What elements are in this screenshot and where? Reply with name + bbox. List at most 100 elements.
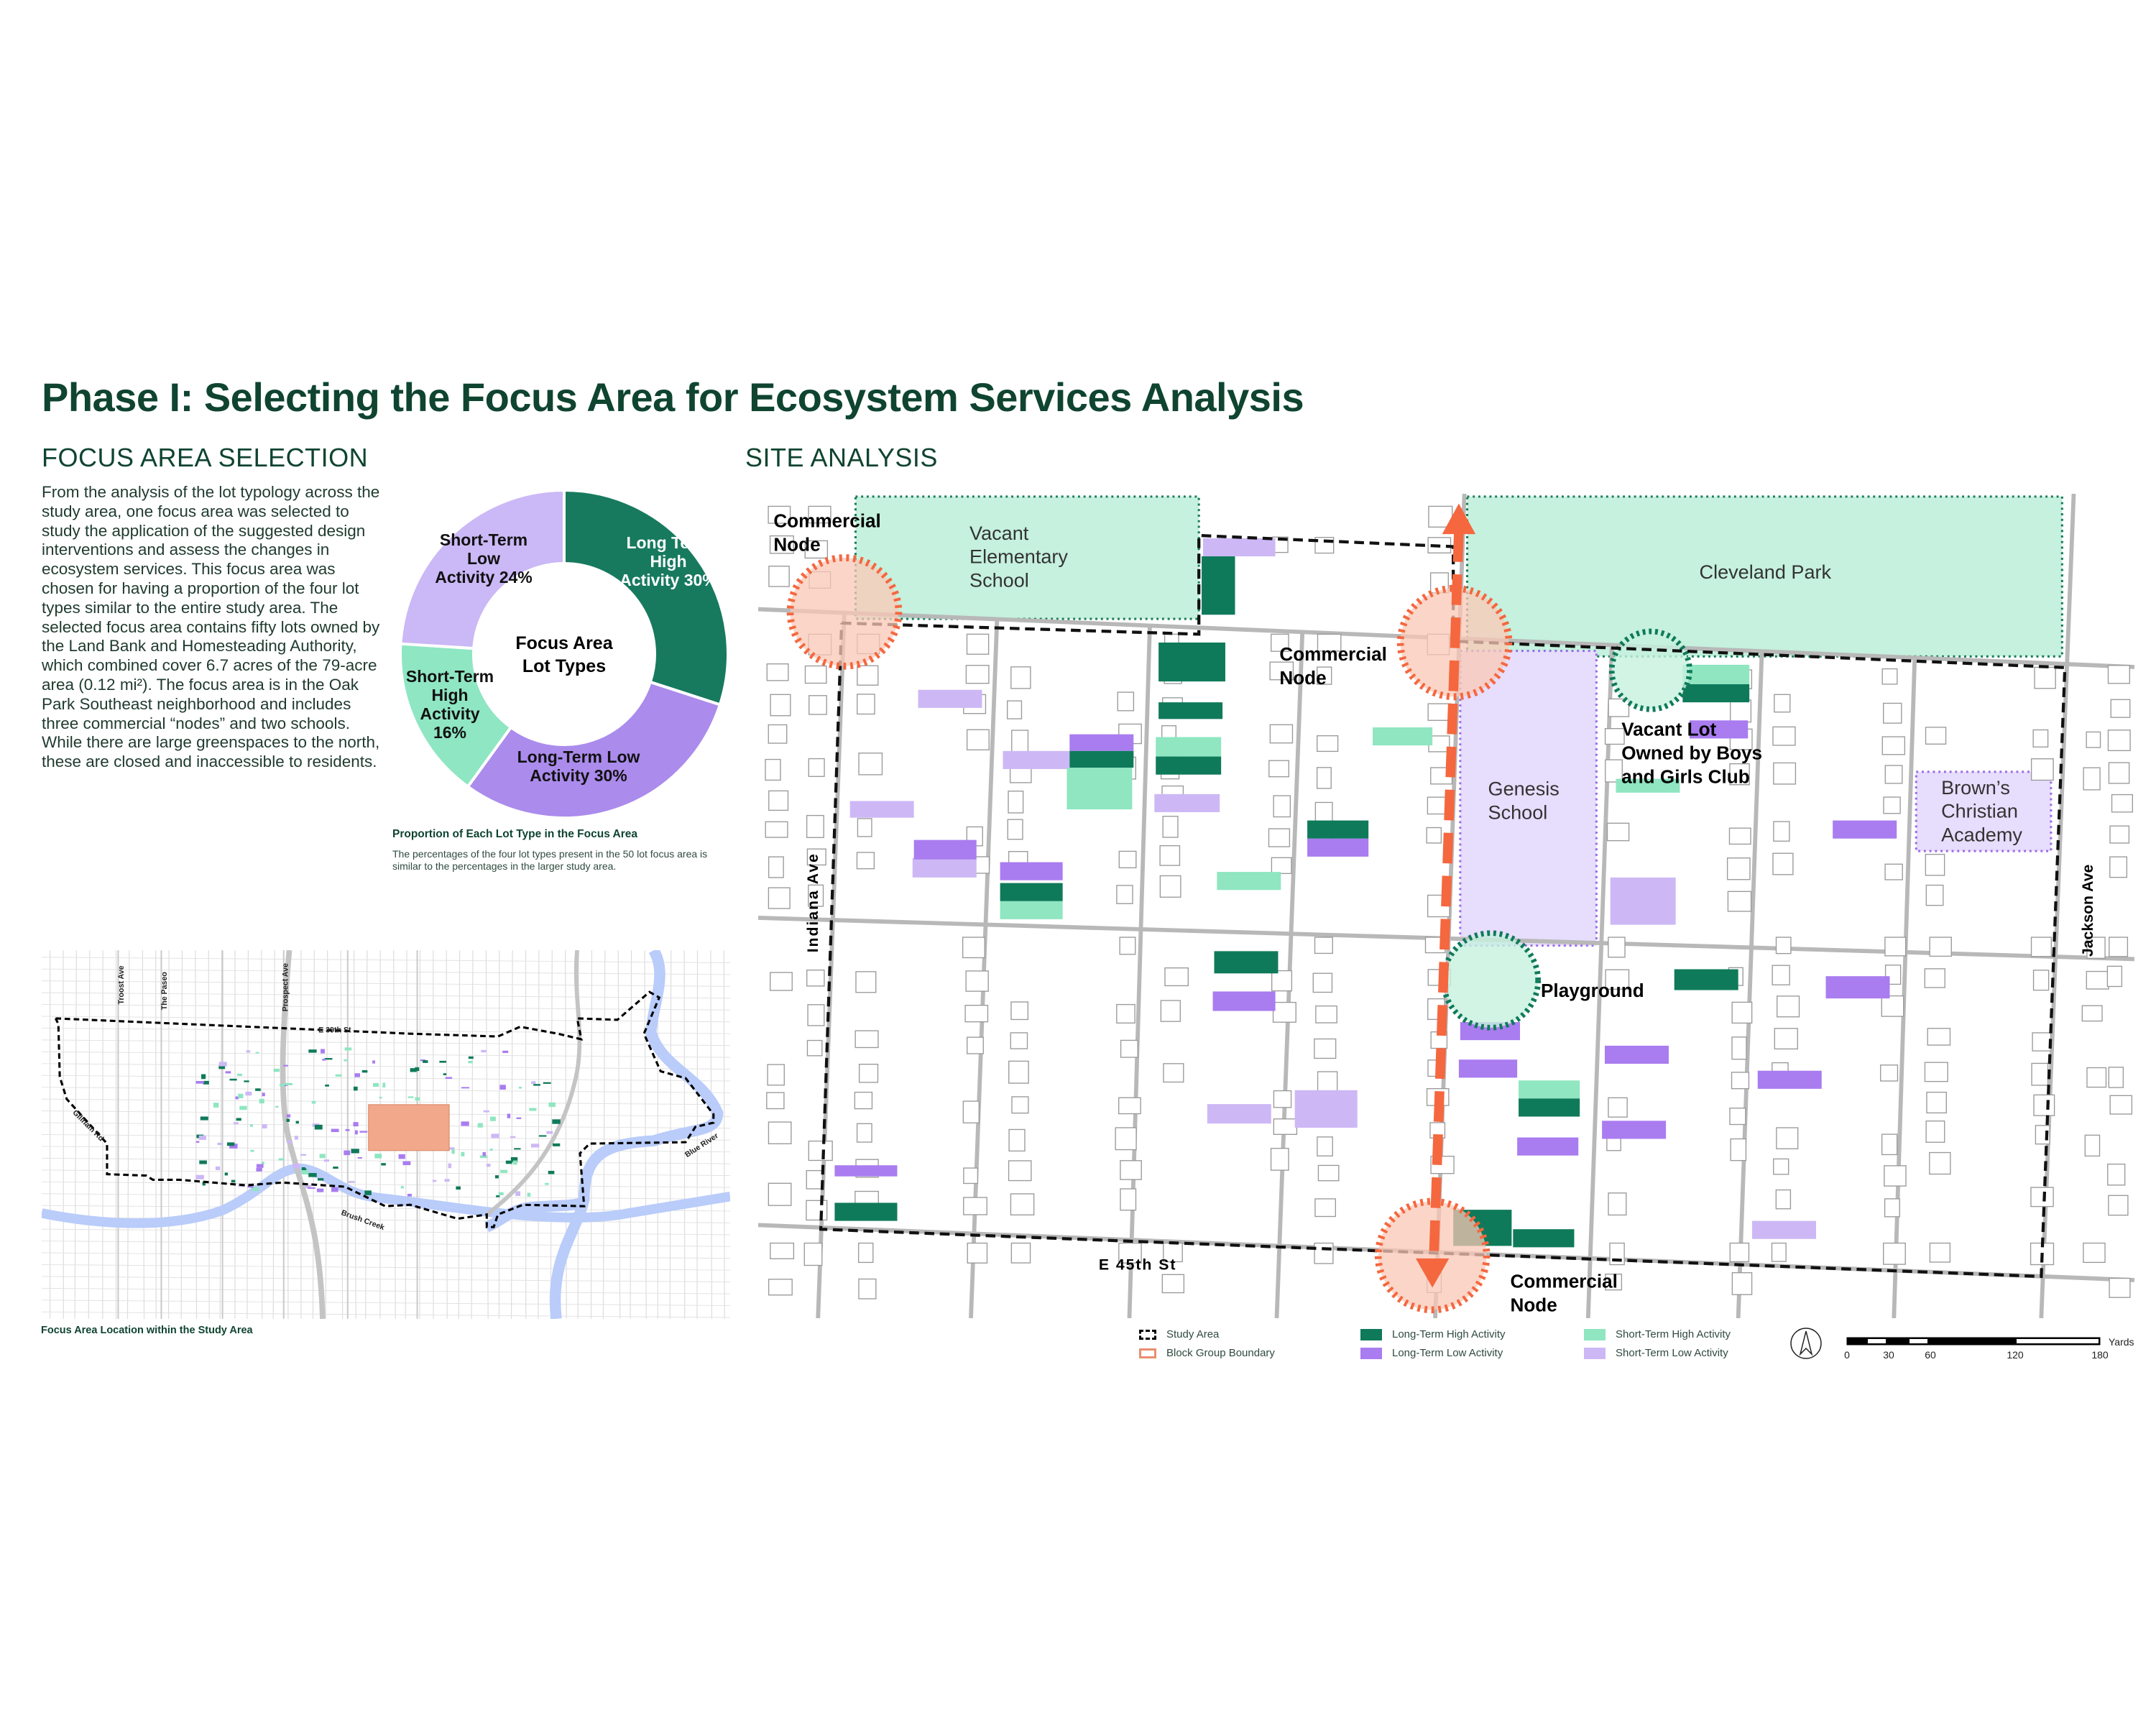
- building-outline: [1118, 850, 1137, 869]
- building-outline: [1008, 1060, 1029, 1084]
- study-area-boundary: [819, 533, 2067, 1279]
- lot: [344, 1047, 352, 1051]
- commercial-node-nw: [786, 554, 903, 670]
- lot: [235, 1096, 239, 1100]
- street: [42, 1016, 730, 1023]
- lot: [361, 1070, 368, 1073]
- lot: [415, 1067, 420, 1072]
- building-outline: [1268, 760, 1289, 778]
- long-term-high-lot: [1214, 951, 1279, 974]
- building-outline: [2084, 1134, 2101, 1157]
- legend-long-term-low: Long-Term Low Activity: [1360, 1347, 1503, 1359]
- legend-label: Long-Term Low Activity: [1392, 1347, 1503, 1359]
- building-outline: [1927, 1028, 1951, 1046]
- lot: [357, 1156, 362, 1159]
- lot: [516, 1117, 522, 1119]
- building-outline: [1774, 1028, 1798, 1050]
- lot: [213, 1103, 219, 1108]
- lot: [446, 1147, 455, 1150]
- donut-slice-long-term-high: [563, 488, 729, 707]
- building-outline: [1317, 1164, 1340, 1182]
- lot: [317, 1178, 324, 1181]
- lot: [548, 1170, 555, 1174]
- scale-tick: 180: [2091, 1349, 2109, 1361]
- lot: [372, 1082, 379, 1087]
- lot: [245, 1091, 252, 1096]
- building-outline: [1317, 633, 1342, 652]
- lot: [283, 1064, 288, 1067]
- building-outline: [2033, 1094, 2055, 1116]
- street: [42, 968, 730, 975]
- legend-short-term-low: Short-Term Low Activity: [1584, 1347, 1728, 1359]
- building-outline: [768, 505, 791, 524]
- street: [42, 1252, 730, 1259]
- lot: [410, 1068, 417, 1072]
- building-outline: [768, 887, 791, 909]
- building-outline: [806, 1169, 823, 1190]
- building-outline: [2081, 1005, 2103, 1022]
- short-term-low-swatch: [1584, 1347, 1606, 1359]
- street: [550, 950, 553, 1319]
- label-jackson-ave: Jackson Ave: [2079, 864, 2096, 957]
- label-commercial-node-n: Commercial Node: [1279, 643, 1386, 689]
- building-outline: [2109, 1277, 2131, 1298]
- building-outline: [808, 505, 831, 524]
- building-outline: [1730, 1138, 1747, 1162]
- slice-label-line: Short-Term: [405, 667, 494, 686]
- lot: [262, 1092, 265, 1097]
- building-outline: [1270, 1148, 1289, 1171]
- slice-label-short-term-low: Short-Term Low Activity 24%: [423, 530, 545, 586]
- lot: [255, 1052, 259, 1054]
- chart-caption-text: The percentages of the four lot types pr…: [392, 848, 708, 872]
- building-outline: [1006, 700, 1023, 719]
- lot: [483, 1110, 489, 1113]
- commercial-node-s: [1374, 1197, 1491, 1314]
- building-outline: [1926, 1091, 1947, 1114]
- building-outline: [806, 969, 825, 987]
- scale-tick: 120: [2007, 1349, 2024, 1361]
- lot: [468, 1061, 473, 1064]
- lot: [275, 1105, 279, 1108]
- lot: [538, 1135, 547, 1137]
- building-outline: [769, 535, 794, 554]
- building-outline: [1273, 1118, 1298, 1135]
- short-term-low-lot: [849, 801, 914, 818]
- lot: [486, 1164, 491, 1167]
- lot: [287, 1140, 292, 1144]
- building-outline: [2109, 856, 2128, 878]
- legend-label: Study Area: [1166, 1328, 1220, 1340]
- building-outline: [806, 1039, 823, 1057]
- building-outline: [1772, 965, 1790, 985]
- street: [1892, 658, 1917, 1318]
- lot: [344, 1059, 348, 1062]
- building-outline: [806, 1200, 828, 1221]
- building-outline: [1606, 822, 1630, 842]
- building-outline: [2107, 665, 2130, 684]
- building-outline: [963, 1197, 987, 1215]
- lot: [311, 1100, 316, 1104]
- street: [630, 950, 632, 1319]
- street: [42, 1051, 730, 1058]
- building-outline: [1881, 1133, 1898, 1156]
- lot: [543, 1082, 551, 1084]
- street: [42, 1157, 730, 1164]
- building-outline: [1317, 1071, 1338, 1094]
- building-outline: [1010, 1001, 1029, 1021]
- chart-caption-title: Proportion of Each Lot Type in the Focus…: [392, 828, 638, 840]
- street: [42, 1039, 730, 1046]
- street: [155, 950, 157, 1319]
- label-e-39th-st: E 39th St: [318, 1026, 351, 1034]
- label-troost-ave: Troost Ave: [117, 965, 126, 1004]
- lot: [218, 1065, 226, 1070]
- page-title: Phase I: Selecting the Focus Area for Ec…: [42, 374, 1304, 420]
- donut-slice-long-term-low: [466, 680, 722, 819]
- lot: [379, 1096, 382, 1099]
- lot: [451, 1149, 455, 1154]
- lot: [353, 1122, 359, 1127]
- lot: [374, 1154, 382, 1159]
- building-outline: [967, 1242, 988, 1264]
- building-outline: [1729, 763, 1750, 786]
- long-term-high-lot: [1674, 969, 1738, 990]
- street: [42, 1075, 730, 1082]
- label-prospect-ave: Prospect Ave: [282, 963, 290, 1011]
